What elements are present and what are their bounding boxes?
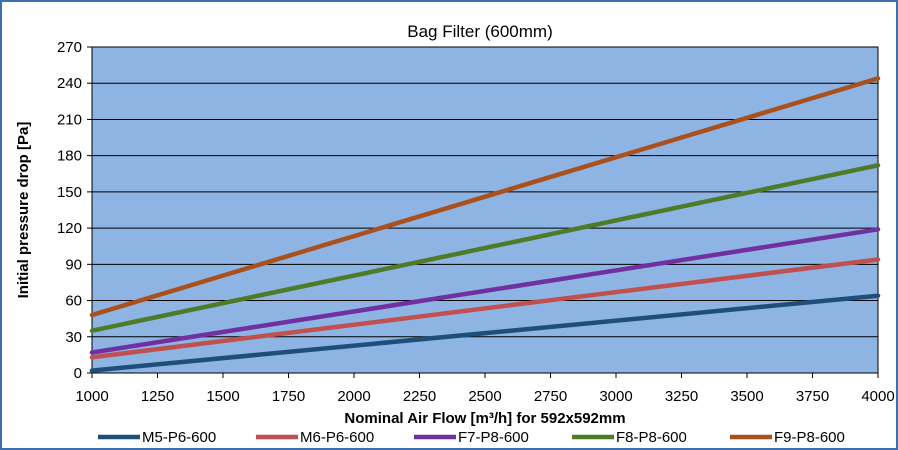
y-tick-label: 240 <box>57 75 82 92</box>
y-tick-label: 90 <box>65 256 82 273</box>
x-tick-label: 1500 <box>206 388 239 405</box>
y-tick-label: 120 <box>57 220 82 237</box>
x-tick-label: 4000 <box>861 388 894 405</box>
series-lines <box>89 76 881 373</box>
series-line-m6-p6-600 <box>89 257 881 360</box>
chart-title: Bag Filter (600mm) <box>407 22 552 41</box>
series-line-f7-p8-600 <box>89 227 881 355</box>
gridlines <box>92 82 878 338</box>
x-tick-label: 3000 <box>599 388 632 405</box>
x-tick-label: 3750 <box>796 388 829 405</box>
y-tick-label: 270 <box>57 39 82 56</box>
x-tick-label: 2250 <box>403 388 436 405</box>
y-tick-label: 210 <box>57 111 82 128</box>
series-line-f9-p8-600 <box>89 76 881 318</box>
x-axis-title: Nominal Air Flow [m³/h] for 592x592mm <box>344 410 625 427</box>
y-tick-label: 180 <box>57 148 82 165</box>
x-tick-label: 1000 <box>75 388 108 405</box>
x-axis-ticks: 1000 1250 1500 1750 2000 2250 2500 2750 3000 3250… <box>75 373 895 405</box>
y-axis-title: Initial pressure drop [Pa] <box>15 122 32 299</box>
legend-label: M5-P6-600 <box>142 429 216 446</box>
x-tick-label: 2000 <box>337 388 370 405</box>
legend-label: F7-P8-600 <box>458 429 529 446</box>
x-tick-label: 3500 <box>730 388 763 405</box>
y-axis-ticks: 0 30 60 90 120 150 180 210 240 270 <box>57 39 92 382</box>
y-tick-label: 150 <box>57 184 82 201</box>
x-tick-label: 3250 <box>665 388 698 405</box>
series-line-m5-p6-600 <box>89 293 881 373</box>
x-tick-label: 1750 <box>272 388 305 405</box>
y-tick-label: 30 <box>65 329 82 346</box>
y-tick-label: 0 <box>74 365 82 382</box>
series-line-f8-p8-600 <box>89 163 881 333</box>
plot-area <box>91 46 879 374</box>
legend-label: F8-P8-600 <box>616 429 687 446</box>
y-tick-label: 60 <box>65 293 82 310</box>
x-tick-label: 2500 <box>468 388 501 405</box>
legend-label: F9-P8-600 <box>774 429 845 446</box>
x-tick-label: 1250 <box>141 388 174 405</box>
x-tick-label: 2750 <box>534 388 567 405</box>
legend-label: M6-P6-600 <box>300 429 374 446</box>
legend: M5-P6-600 M6-P6-600 F7-P8-600 F8-P8-600 F9-P… <box>98 429 845 446</box>
